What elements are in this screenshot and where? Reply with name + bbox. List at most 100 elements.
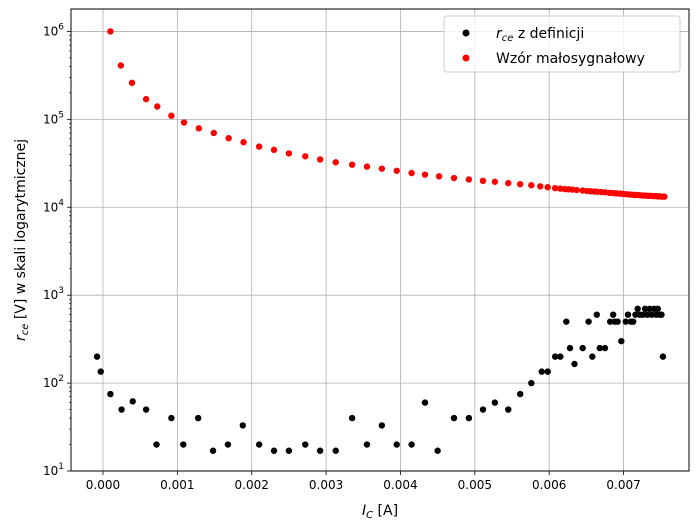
data-points xyxy=(93,28,668,454)
data-point xyxy=(210,129,217,137)
data-point xyxy=(255,143,263,150)
data-point xyxy=(589,353,596,360)
data-point xyxy=(435,173,443,180)
data-point xyxy=(195,125,203,132)
data-point xyxy=(363,163,371,170)
data-point xyxy=(224,441,232,448)
data-point xyxy=(302,153,309,160)
data-point xyxy=(491,178,499,185)
data-point xyxy=(573,186,580,194)
x-tick-label: 0.004 xyxy=(383,478,417,492)
x-axis-label: IC [A] xyxy=(362,503,398,521)
data-point xyxy=(648,311,656,318)
data-point xyxy=(516,390,524,398)
data-point xyxy=(239,422,246,429)
x-axis-label-main: I xyxy=(362,503,366,519)
y-axis-label-sub: ce xyxy=(20,324,31,336)
data-point xyxy=(194,414,202,422)
data-point xyxy=(585,318,592,325)
data-point xyxy=(609,311,617,318)
data-point xyxy=(658,311,665,318)
data-point xyxy=(566,344,574,352)
x-tick-label: 0.007 xyxy=(606,478,640,492)
data-point xyxy=(363,441,371,448)
data-point xyxy=(465,176,473,183)
data-point xyxy=(505,179,512,187)
legend-marker-small-signal xyxy=(462,54,470,62)
data-point xyxy=(240,138,247,146)
data-point xyxy=(601,344,609,352)
series-definition xyxy=(93,305,667,454)
data-point xyxy=(544,368,551,375)
data-point xyxy=(551,353,559,360)
data-point xyxy=(408,169,415,177)
data-point xyxy=(168,414,175,422)
data-point xyxy=(606,318,614,325)
data-point xyxy=(348,161,356,168)
data-point xyxy=(528,182,535,189)
data-point xyxy=(180,119,188,126)
data-point xyxy=(378,165,386,172)
legend-marker-definition xyxy=(462,29,470,37)
data-point xyxy=(659,353,667,360)
data-point xyxy=(421,399,429,406)
data-point xyxy=(654,305,661,312)
data-point xyxy=(393,167,400,174)
data-point xyxy=(93,353,101,360)
data-point xyxy=(661,193,668,200)
data-point xyxy=(632,311,639,318)
data-point xyxy=(538,368,545,375)
ticks: 0.000 0.001 0.002 0.003 0.004 0.005 0.006 0.007… xyxy=(43,22,641,492)
data-point xyxy=(479,406,487,413)
data-point xyxy=(479,177,487,185)
data-point xyxy=(118,406,125,413)
data-point xyxy=(465,414,473,422)
x-tick-label: 0.006 xyxy=(532,478,566,492)
data-point xyxy=(634,305,641,312)
x-tick-label: 0.000 xyxy=(86,478,120,492)
y-tick-label: 104 xyxy=(43,198,64,214)
data-point xyxy=(129,398,136,405)
data-point xyxy=(270,447,278,454)
data-point xyxy=(107,390,114,398)
data-point xyxy=(544,184,551,191)
data-point xyxy=(270,146,278,154)
data-point xyxy=(142,406,150,413)
data-point xyxy=(348,414,356,422)
legend-box xyxy=(443,15,681,73)
data-point xyxy=(393,441,400,448)
data-point xyxy=(316,447,324,454)
data-point xyxy=(153,441,160,448)
x-axis-label-sub: C xyxy=(366,510,373,521)
x-tick-label: 0.005 xyxy=(458,478,492,492)
y-tick-label: 103 xyxy=(43,286,64,302)
legend-label-definition-rest: z definicji xyxy=(513,26,584,42)
data-point xyxy=(255,441,263,448)
data-point xyxy=(180,441,187,448)
data-point xyxy=(571,360,578,368)
data-point xyxy=(434,447,441,454)
x-tick-label: 0.001 xyxy=(160,478,194,492)
x-tick-label: 0.002 xyxy=(235,478,269,492)
legend: rce z definicji Wzór małosygnałowy xyxy=(443,15,681,73)
data-point xyxy=(316,156,324,163)
data-point xyxy=(450,174,458,182)
data-point xyxy=(624,311,632,318)
y-tick-label: 105 xyxy=(43,110,64,126)
data-point xyxy=(378,422,386,429)
x-tick-label: 0.003 xyxy=(309,478,343,492)
y-axis-label-rest: [V] w skali logarytmicznej xyxy=(13,139,29,324)
x-axis-label-unit: [A] xyxy=(373,503,398,519)
series-small-signal xyxy=(107,28,668,200)
data-point xyxy=(450,414,458,422)
y-axis-label-main: r xyxy=(13,334,29,341)
y-axis-label: rce [V] w skali logarytmicznej xyxy=(13,139,31,341)
data-point xyxy=(528,379,535,387)
data-point xyxy=(630,318,637,325)
data-point xyxy=(491,399,499,406)
data-point xyxy=(332,159,339,166)
data-point xyxy=(421,171,429,178)
data-point xyxy=(644,311,651,318)
data-point xyxy=(596,344,603,352)
